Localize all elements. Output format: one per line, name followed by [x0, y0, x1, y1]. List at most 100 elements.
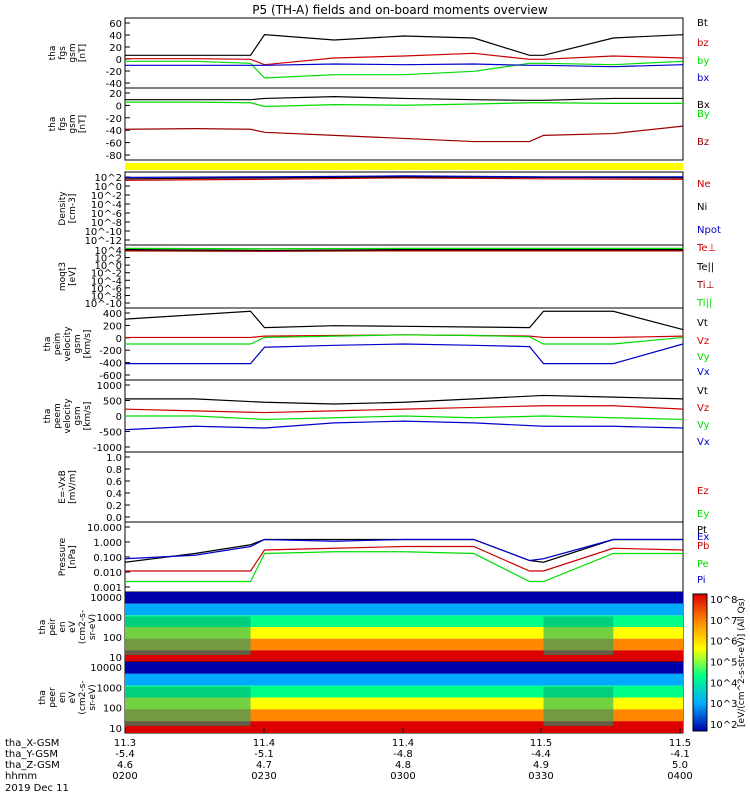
ephemeris-value: 11.3	[114, 738, 136, 749]
legend-vy: Vy	[697, 352, 710, 363]
ephemeris-value: 4.7	[256, 760, 272, 771]
y-tick-label: -40	[106, 79, 122, 90]
y-tick-label: 10.000	[87, 523, 122, 534]
y-axis-label: thapeireneV(cm2-s-sr-eV)	[38, 610, 98, 644]
series-te||	[124, 249, 683, 252]
series-ni	[124, 176, 684, 180]
legend-te⊥: Te⊥	[696, 243, 716, 254]
series-pe	[125, 551, 683, 583]
legend-bz: Bz	[697, 137, 709, 148]
panel-frame	[124, 87, 684, 161]
series-bz	[125, 52, 684, 66]
legend-bx: Bx	[697, 100, 710, 111]
y-tick-label: -20	[106, 67, 122, 78]
date-label: 2019 Dec 11	[5, 783, 69, 794]
y-axis-label: thapeemvelocitygsm[km/s]	[43, 398, 93, 434]
y-axis-label: Density[cm-3]	[58, 191, 78, 226]
colorbar-tick: 10^5	[710, 658, 737, 669]
ephemeris-label: hhmm	[5, 771, 37, 782]
y-tick-label: 500	[103, 397, 122, 408]
y-tick-label: 10	[109, 724, 122, 735]
y-axis-label: moqt3[eV]	[58, 262, 78, 291]
panel-4: 10^410^210^010^-210^-410^-610^-810^-10 mo…	[58, 243, 716, 310]
colorbar-tick: 10^7	[710, 616, 737, 627]
y-tick-label: 10000	[90, 593, 122, 604]
colorbar-tick: 10^2	[710, 720, 737, 731]
series-vz	[124, 405, 684, 414]
spectrogram-band	[125, 638, 683, 651]
spectrogram-gap	[125, 686, 251, 726]
y-tick-label: 1000	[97, 381, 122, 392]
y-tick-label: 10^-4	[91, 200, 122, 211]
series-vt	[124, 310, 684, 331]
y-tick-label: 10^2	[95, 173, 122, 184]
ephemeris-value: 4.9	[533, 760, 549, 771]
y-tick-label: 10	[109, 653, 122, 664]
y-tick-label: 0.0	[106, 513, 122, 524]
panel-6: 1000 500 0 -500 -1000thapeemvelocitygsm[km/s…	[43, 379, 710, 454]
legend-pi: Pi	[697, 575, 706, 586]
ephemeris-value: -5.4	[115, 749, 135, 760]
legend-vz: Vz	[697, 403, 709, 414]
legend-ey: Ey	[697, 509, 709, 520]
y-tick-label: 10^-2	[91, 269, 122, 280]
y-tick-label: 10^-8	[91, 291, 122, 302]
colorbar-tick: 10^3	[710, 699, 737, 710]
y-tick-label: 0.6	[106, 477, 122, 488]
y-tick-label: 10^0	[95, 261, 122, 272]
colorbar: 10^8 10^7 10^6 10^5 10^4 10^3 10^2 [eV/(cm^2-s-…	[692, 593, 747, 732]
legend-ti||: Ti||	[696, 298, 712, 309]
legend-bt: Bt	[697, 18, 708, 29]
y-tick-label: -80	[106, 151, 122, 162]
y-tick-label: 10^-4	[91, 276, 122, 287]
y-tick-label: -200	[99, 346, 122, 357]
ephemeris-label: tha_Z-GSM	[5, 760, 60, 771]
series-npot	[124, 175, 683, 178]
ephemeris-value: -4.4	[531, 749, 551, 760]
y-tick-label: 10000	[90, 663, 122, 674]
y-axis-label: E=-VxB[mV/m]	[58, 470, 78, 504]
panel-frame	[124, 451, 684, 523]
panel-frame	[124, 17, 684, 89]
quality-flag-bar	[125, 163, 683, 170]
y-tick-label: 10^-6	[91, 209, 122, 220]
spectrogram-band	[125, 709, 683, 722]
ephemeris-value: -4.1	[670, 749, 690, 760]
y-tick-label: 40	[109, 31, 122, 42]
spectrogram-band	[125, 673, 683, 686]
y-tick-label: 60	[109, 19, 122, 30]
spectrogram-band	[125, 721, 683, 733]
y-axis-label: Pressure[nPa]	[58, 537, 78, 576]
y-tick-label: -40	[106, 126, 122, 137]
legend-by: By	[697, 109, 710, 120]
panels-group: 6040200-20-40thafgsgsm[nT]Btbzbybx200-20…	[38, 17, 721, 735]
ephemeris-value: 11.4	[392, 738, 414, 749]
series-bz	[124, 125, 684, 143]
legend-pb: Pb	[697, 541, 709, 552]
y-tick-label: 200	[103, 321, 122, 332]
y-tick-label: 10^0	[95, 182, 122, 193]
ephemeris-value: 0400	[667, 771, 692, 782]
legend-bz: bz	[697, 38, 709, 49]
legend-pt: Pt	[697, 525, 707, 536]
y-tick-label: -1000	[93, 443, 122, 454]
y-tick-label: 10^-2	[91, 191, 122, 202]
y-tick-label: 100	[103, 704, 122, 715]
y-tick-label: 20	[109, 43, 122, 54]
y-tick-label: 0	[116, 101, 122, 112]
series-pi	[124, 538, 683, 562]
spectrogram-band	[125, 615, 683, 627]
panel-frame	[124, 244, 684, 309]
y-tick-label: 1.0	[106, 453, 122, 464]
legend-by: by	[697, 56, 709, 67]
panel-10: 10000 1000 100 10 thapeereneV(cm2-s-sr-eV)	[38, 661, 684, 735]
series-vy	[125, 334, 684, 345]
series-vx	[124, 420, 684, 431]
y-tick-label: 0.4	[106, 489, 122, 500]
spectrogram-band	[125, 627, 683, 639]
y-tick-label: 1.000	[93, 538, 122, 549]
y-tick-label: 0.100	[93, 553, 122, 564]
